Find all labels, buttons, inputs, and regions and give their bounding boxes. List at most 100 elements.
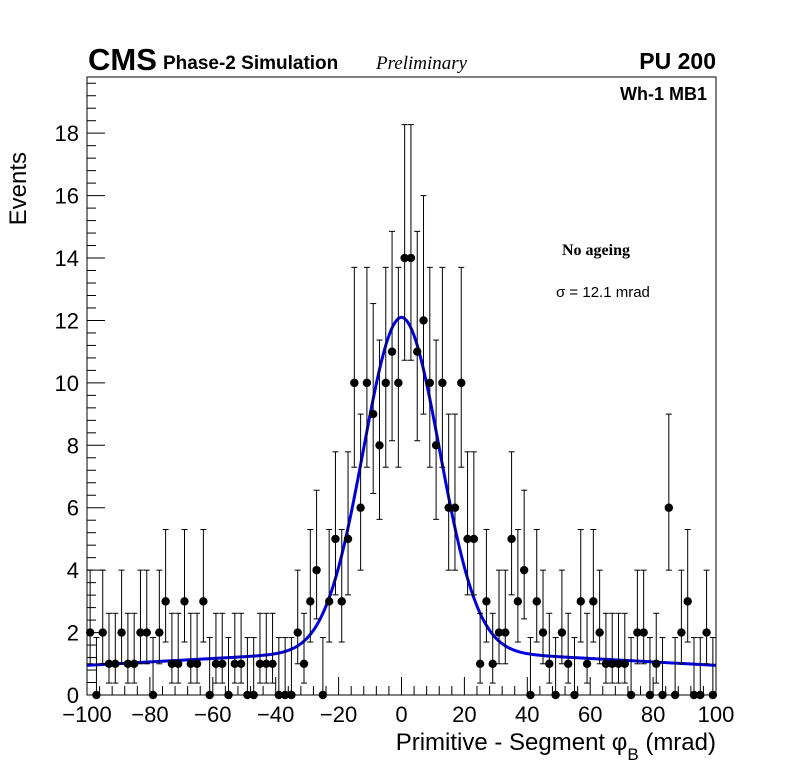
data-point [123,612,133,684]
data-point [211,612,221,684]
data-point [444,413,453,571]
data-marker [199,597,208,606]
x-axis-label-main: Primitive - Segment φ [396,729,628,756]
data-point [174,612,183,684]
data-point [362,266,372,468]
data-point [633,569,642,665]
data-point [450,413,460,571]
data-marker [161,597,170,606]
data-marker [608,659,617,668]
data-point [224,637,233,700]
data-marker [501,628,510,637]
data-point [576,528,585,643]
phase-label: Phase-2 Simulation [163,53,338,74]
data-point [205,637,214,700]
data-marker [262,659,271,668]
data-point [236,612,246,684]
data-marker [570,690,579,700]
y-tick-label: 18 [55,121,79,146]
data-point [664,413,674,571]
data-point [180,528,189,643]
data-point [658,637,667,700]
data-point [419,195,428,415]
data-marker [186,659,195,668]
data-point [595,569,604,665]
data-point [299,612,309,684]
y-tick-label: 0 [67,683,79,708]
data-marker [444,503,453,512]
x-axis-label-subscript: B [627,745,638,764]
data-point [677,569,686,665]
data-point [494,569,504,665]
data-point [199,528,208,643]
data-point [331,451,340,596]
data-point [356,413,365,571]
data-marker [255,659,265,668]
data-point [545,612,554,684]
data-point [463,451,472,596]
data-marker [482,597,491,606]
y-axis-label: Events [5,152,32,225]
data-marker [670,690,680,700]
data-marker [589,597,598,606]
x-tick-label: 60 [578,702,602,727]
y-tick-label: 2 [67,621,79,646]
data-point [243,637,252,700]
data-point [117,569,126,665]
data-marker [696,690,705,700]
x-tick-label: 80 [641,702,665,727]
data-marker [394,378,403,388]
data-point [192,612,202,684]
data-marker [280,690,290,700]
data-point [608,612,617,684]
data-marker [658,690,667,700]
cms-label: CMS [88,42,157,77]
data-marker [507,534,516,544]
x-axis-label: Primitive - Segment φB (mrad) [396,729,716,764]
x-tick-label: 40 [515,702,539,727]
y-tick-label: 10 [55,371,79,396]
data-marker [312,565,321,575]
data-marker [299,659,309,668]
data-point [255,612,265,684]
pileup-label: PU 200 [639,48,716,74]
x-tick-label: −40 [257,702,294,727]
fit-curve [86,315,717,667]
data-point [85,569,95,665]
data-marker [677,628,686,637]
data-point [702,569,711,665]
data-marker [639,628,648,637]
data-marker [236,659,246,668]
x-tick-label: 100 [698,702,735,727]
preliminary-label: Preliminary [375,53,468,74]
data-point [570,637,579,700]
data-marker [362,378,372,388]
data-point [406,124,416,361]
data-point [350,266,359,468]
data-marker [92,690,101,700]
data-point [274,637,284,700]
data-point [413,230,422,442]
data-marker [249,690,258,700]
data-point [287,637,296,700]
data-point [306,528,315,643]
data-marker [438,378,447,388]
data-point [614,612,623,684]
data-point [375,339,384,520]
data-point [343,451,353,596]
data-point [469,451,479,596]
data-point [293,569,302,665]
data-marker [174,659,183,668]
data-marker [167,659,177,668]
data-marker [475,659,485,668]
data-marker [425,378,435,388]
data-marker [356,503,365,512]
data-marker [551,690,560,700]
data-marker [331,534,340,544]
data-point [381,266,390,468]
data-point [538,569,548,665]
data-point [431,339,441,520]
data-marker [205,690,214,700]
data-marker [400,253,409,263]
data-point [280,637,290,700]
